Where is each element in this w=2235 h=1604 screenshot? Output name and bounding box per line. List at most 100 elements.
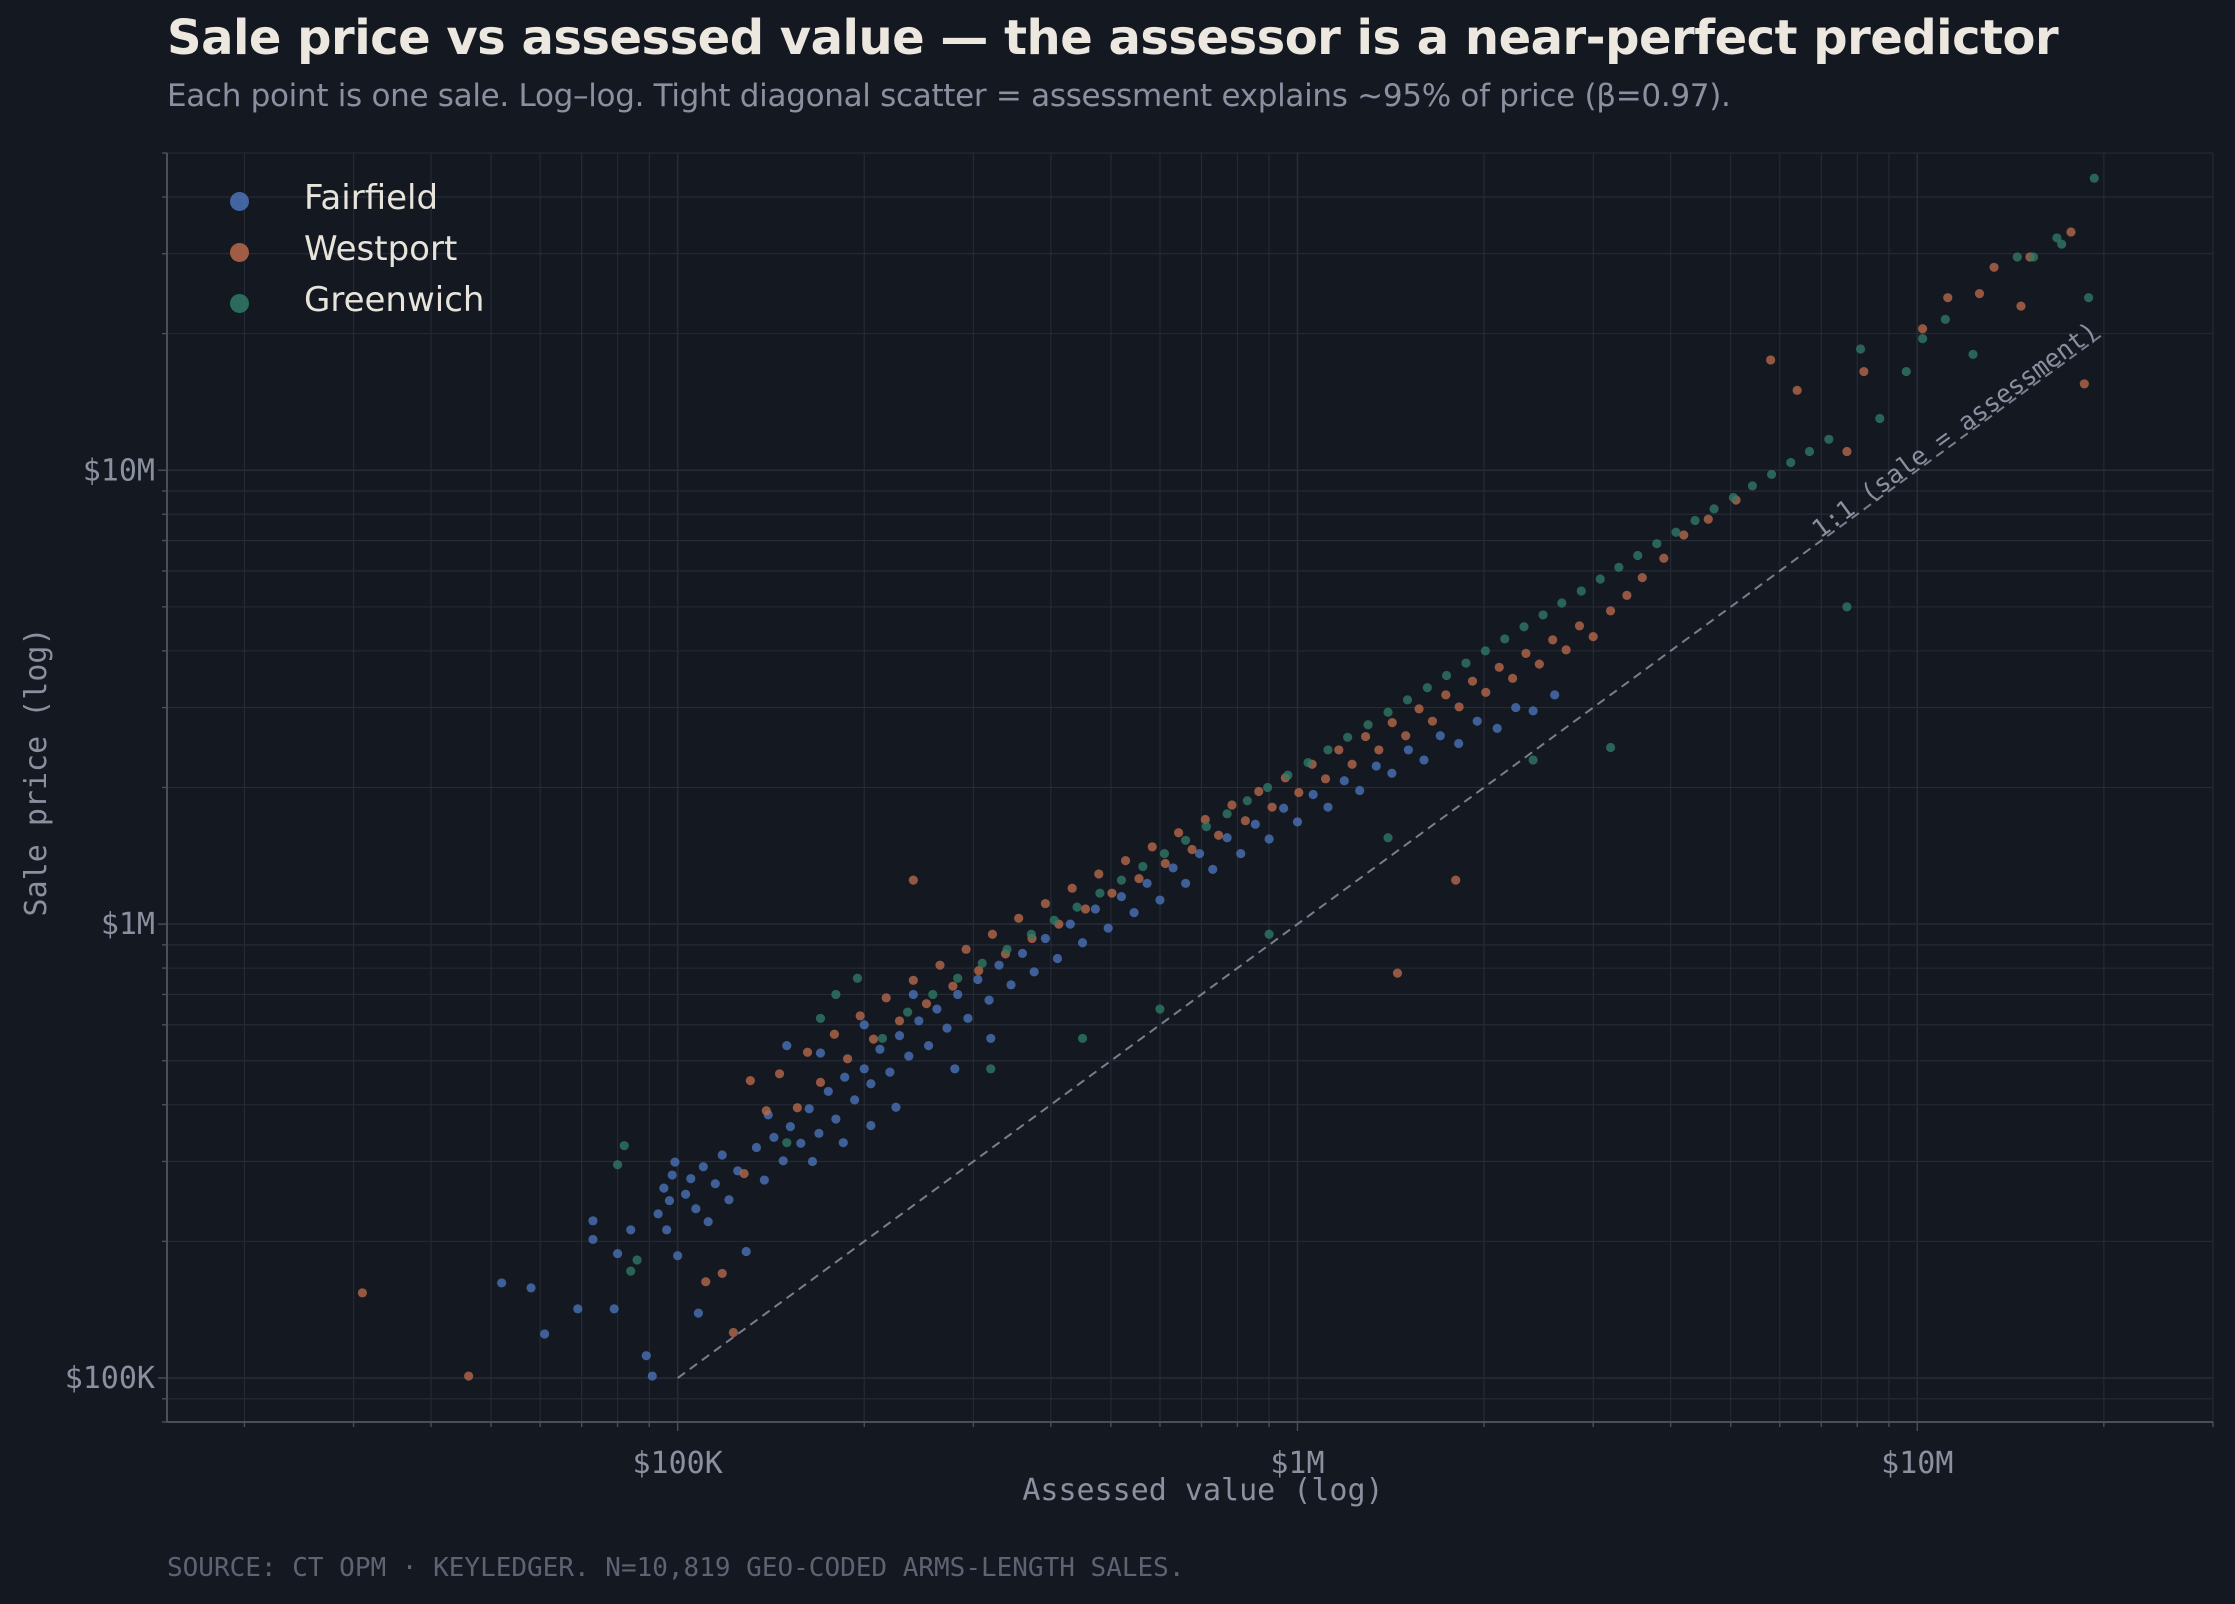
data-point-westport: [1605, 606, 1616, 616]
data-point-greenwich: [2057, 239, 2067, 249]
data-point-fairfield: [859, 1020, 869, 1030]
legend-swatch-greenwich: [230, 294, 249, 313]
data-point-fairfield: [973, 974, 983, 985]
data-point-westport: [728, 1327, 738, 1338]
data-point-fairfield: [1077, 938, 1088, 948]
data-point-fairfield: [641, 1351, 651, 1361]
data-points: [357, 173, 2099, 1381]
data-point-westport: [815, 1077, 826, 1088]
data-point-fairfield: [953, 989, 963, 1000]
data-point-greenwich: [1576, 586, 1586, 596]
data-point-westport: [1481, 687, 1491, 698]
y-tick-label: $100K: [65, 1361, 155, 1396]
reference-line-1to1: [677, 332, 2105, 1379]
data-point-fairfield: [662, 1225, 672, 1235]
data-point-westport: [1561, 645, 1571, 655]
data-point-westport: [1173, 828, 1184, 838]
data-point-greenwich: [1116, 875, 1127, 885]
data-point-greenwich: [1383, 833, 1393, 843]
data-point-greenwich: [928, 989, 938, 1000]
data-point-greenwich: [1072, 902, 1082, 912]
data-point-westport: [935, 960, 945, 970]
data-point-westport: [1989, 262, 1999, 272]
data-point-greenwich: [2028, 252, 2039, 262]
data-point-westport: [1918, 324, 1928, 334]
data-point-westport: [1943, 293, 1953, 303]
data-point-westport: [908, 875, 918, 885]
data-point-fairfield: [1194, 849, 1205, 859]
data-point-greenwich: [1633, 550, 1643, 561]
data-point-westport: [1766, 355, 1776, 365]
data-point-westport: [1401, 731, 1411, 741]
legend-label-westport: Westport: [304, 229, 458, 269]
data-point-greenwich: [1095, 888, 1105, 898]
data-point-westport: [717, 1268, 727, 1279]
data-point-fairfield: [1528, 706, 1538, 716]
data-point-fairfield: [703, 1217, 713, 1227]
data-point-greenwich: [1500, 634, 1510, 644]
data-point-fairfield: [1279, 803, 1289, 813]
data-point-fairfield: [1065, 919, 1075, 929]
data-point-fairfield: [540, 1329, 550, 1339]
data-point-fairfield: [923, 1040, 934, 1051]
data-point-fairfield: [894, 1031, 905, 1041]
data-point-greenwich: [1901, 366, 1911, 377]
data-point-westport: [1267, 802, 1277, 812]
data-point-westport: [1014, 913, 1024, 923]
x-axis-label: Assessed value (log): [1022, 1473, 1383, 1508]
data-point-fairfield: [1155, 895, 1165, 905]
data-point-westport: [1659, 553, 1669, 563]
data-point-westport: [1080, 904, 1091, 914]
data-point-fairfield: [1250, 819, 1260, 829]
data-point-greenwich: [1303, 757, 1313, 768]
data-point-fairfield: [804, 1104, 814, 1114]
data-point-fairfield: [1454, 738, 1464, 749]
data-point-greenwich: [815, 1013, 826, 1023]
data-point-fairfield: [1040, 933, 1050, 944]
data-point-greenwich: [2089, 173, 2099, 183]
data-point-fairfield: [866, 1120, 876, 1131]
data-point-westport: [1120, 856, 1131, 866]
data-point-westport: [842, 1054, 853, 1064]
data-point-fairfield: [885, 1067, 895, 1077]
data-point-greenwich: [1283, 770, 1293, 780]
data-point-westport: [1521, 648, 1531, 658]
data-point-greenwich: [1842, 602, 1852, 612]
data-point-fairfield: [796, 1138, 806, 1148]
data-point-westport: [1622, 590, 1632, 600]
data-point-greenwich: [1222, 809, 1232, 819]
data-point-fairfield: [850, 1095, 860, 1105]
data-point-fairfield: [963, 1013, 973, 1023]
data-point-fairfield: [626, 1225, 636, 1235]
data-point-fairfield: [859, 1064, 869, 1074]
data-point-westport: [1679, 530, 1689, 540]
chart-title: Sale price vs assessed value — the asses…: [167, 10, 2059, 66]
data-point-greenwich: [1595, 574, 1605, 584]
legend-label-greenwich: Greenwich: [304, 280, 485, 320]
data-point-greenwich: [2012, 252, 2022, 262]
chart-subtitle: Each point is one sale. Log–log. Tight d…: [167, 78, 1731, 114]
data-point-fairfield: [866, 1079, 876, 1089]
data-point-greenwich: [1824, 434, 1834, 444]
data-point-fairfield: [814, 1128, 824, 1138]
data-point-fairfield: [1371, 761, 1381, 771]
data-point-fairfield: [588, 1216, 598, 1226]
data-point-westport: [908, 975, 918, 985]
data-point-fairfield: [1323, 802, 1333, 812]
data-point-westport: [1360, 731, 1371, 742]
data-point-westport: [1040, 898, 1050, 909]
data-point-westport: [464, 1371, 474, 1381]
data-point-greenwich: [831, 989, 841, 1000]
data-point-greenwich: [612, 1160, 623, 1170]
data-point-fairfield: [1017, 948, 1028, 959]
data-point-fairfield: [1472, 716, 1482, 726]
data-point-fairfield: [1355, 785, 1365, 796]
data-point-greenwich: [1538, 610, 1548, 620]
data-point-fairfield: [904, 1051, 914, 1061]
data-point-fairfield: [984, 995, 994, 1005]
data-point-fairfield: [994, 960, 1004, 970]
data-point-greenwich: [1155, 1004, 1165, 1014]
data-point-westport: [1534, 659, 1544, 669]
data-point-westport: [1441, 690, 1451, 700]
